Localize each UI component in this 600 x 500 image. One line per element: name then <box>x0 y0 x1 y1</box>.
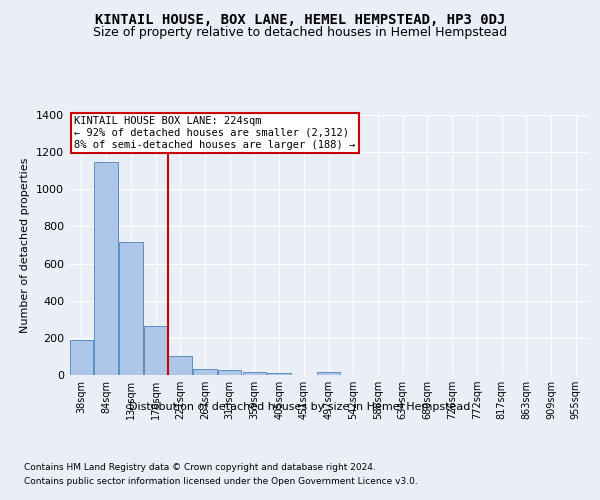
Bar <box>218 370 241 375</box>
Bar <box>144 326 167 375</box>
Bar <box>242 372 266 375</box>
Bar <box>169 356 192 375</box>
Bar <box>193 368 217 375</box>
Bar <box>317 372 340 375</box>
Bar <box>268 372 291 375</box>
Text: Contains public sector information licensed under the Open Government Licence v3: Contains public sector information licen… <box>24 477 418 486</box>
Bar <box>119 242 143 375</box>
Text: KINTAIL HOUSE, BOX LANE, HEMEL HEMPSTEAD, HP3 0DJ: KINTAIL HOUSE, BOX LANE, HEMEL HEMPSTEAD… <box>95 12 505 26</box>
Bar <box>70 340 93 375</box>
Text: Distribution of detached houses by size in Hemel Hempstead: Distribution of detached houses by size … <box>130 402 470 412</box>
Text: Contains HM Land Registry data © Crown copyright and database right 2024.: Contains HM Land Registry data © Crown c… <box>24 464 376 472</box>
Text: Size of property relative to detached houses in Hemel Hempstead: Size of property relative to detached ho… <box>93 26 507 39</box>
Text: KINTAIL HOUSE BOX LANE: 224sqm
← 92% of detached houses are smaller (2,312)
8% o: KINTAIL HOUSE BOX LANE: 224sqm ← 92% of … <box>74 116 355 150</box>
Bar <box>94 162 118 375</box>
Y-axis label: Number of detached properties: Number of detached properties <box>20 158 31 332</box>
